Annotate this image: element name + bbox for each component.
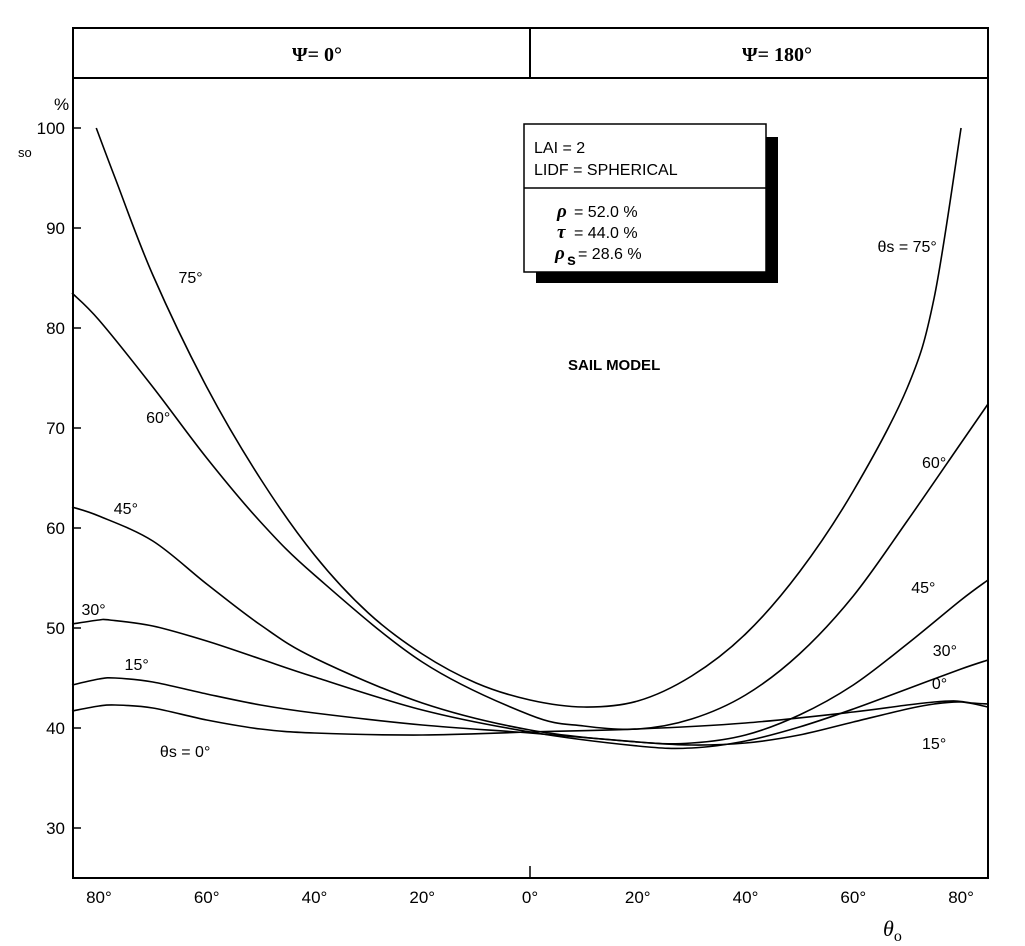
y-tick-label: 90 <box>46 219 65 238</box>
svg-text:ρ: ρ <box>554 243 565 264</box>
svg-text:s: s <box>567 252 576 269</box>
y-axis-prefix: so <box>18 145 32 160</box>
y-tick-label: 100 <box>37 119 65 138</box>
series-line <box>71 676 989 746</box>
param-rho: ρ = 52.0 % <box>556 201 638 222</box>
y-tick-label: 60 <box>46 519 65 538</box>
y-axis-unit: % <box>54 95 69 114</box>
series-line <box>71 618 989 750</box>
param-lidf: LIDF = SPHERICAL <box>534 162 678 179</box>
panel-label-psi-180: Ψ= 180° <box>742 44 812 66</box>
curve-label: θs = 75° <box>878 239 937 256</box>
x-axis: 80° 60° 40° 20° 0° 20° 40° 60° 80° <box>86 888 974 907</box>
x-tick-label: 40° <box>302 888 328 907</box>
curve-label: 60° <box>922 455 946 472</box>
svg-text:= 44.0 %: = 44.0 % <box>574 225 638 242</box>
parameter-box <box>523 123 767 273</box>
x-axis-title: θo <box>883 916 902 945</box>
y-axis: 30 40 50 60 70 80 90 100 <box>37 119 81 838</box>
y-tick-label: 40 <box>46 719 65 738</box>
curve-label: 15° <box>922 736 946 753</box>
curve-label: 30° <box>933 643 957 660</box>
curve-label: 45° <box>911 580 935 597</box>
y-tick-label: 70 <box>46 419 65 438</box>
y-tick-label: 80 <box>46 319 65 338</box>
curve-label: 0° <box>932 676 947 693</box>
svg-text:ρ: ρ <box>556 201 567 222</box>
series-line <box>71 292 989 731</box>
x-tick-label: 80° <box>948 888 974 907</box>
svg-text:= 28.6 %: = 28.6 % <box>578 246 642 263</box>
y-tick-label: 30 <box>46 819 65 838</box>
x-tick-label: 80° <box>86 888 112 907</box>
param-tau: τ = 44.0 % <box>557 222 638 243</box>
curves <box>71 127 989 750</box>
curve-label: 60° <box>146 410 170 427</box>
x-tick-label: 20° <box>625 888 651 907</box>
curve-label: 45° <box>114 501 138 518</box>
param-lai: LAI = 2 <box>534 140 585 157</box>
curve-labels: 75° 60° 45° 30° 15° θs = 75° 60° 45° 30° 0° 15° θs … <box>81 239 957 761</box>
svg-text:τ: τ <box>557 222 566 243</box>
series-line <box>95 127 962 708</box>
curve-label: 75° <box>178 270 202 287</box>
curve-label: 30° <box>81 602 105 619</box>
param-rhos: ρ s = 28.6 % <box>554 243 642 269</box>
curve-label: 15° <box>125 657 149 674</box>
x-tick-label: 60° <box>840 888 866 907</box>
chart-title: SAIL MODEL <box>568 357 660 374</box>
svg-text:= 52.0 %: = 52.0 % <box>574 204 638 221</box>
x-tick-label: 60° <box>194 888 220 907</box>
panel-label-psi-0: Ψ= 0° <box>292 44 342 66</box>
series-line <box>71 700 989 736</box>
series-line <box>71 506 989 745</box>
curve-label: θs = 0° <box>160 744 210 761</box>
x-tick-label: 40° <box>733 888 759 907</box>
x-tick-label: 20° <box>409 888 435 907</box>
y-tick-label: 50 <box>46 619 65 638</box>
x-tick-label: 0° <box>522 888 538 907</box>
